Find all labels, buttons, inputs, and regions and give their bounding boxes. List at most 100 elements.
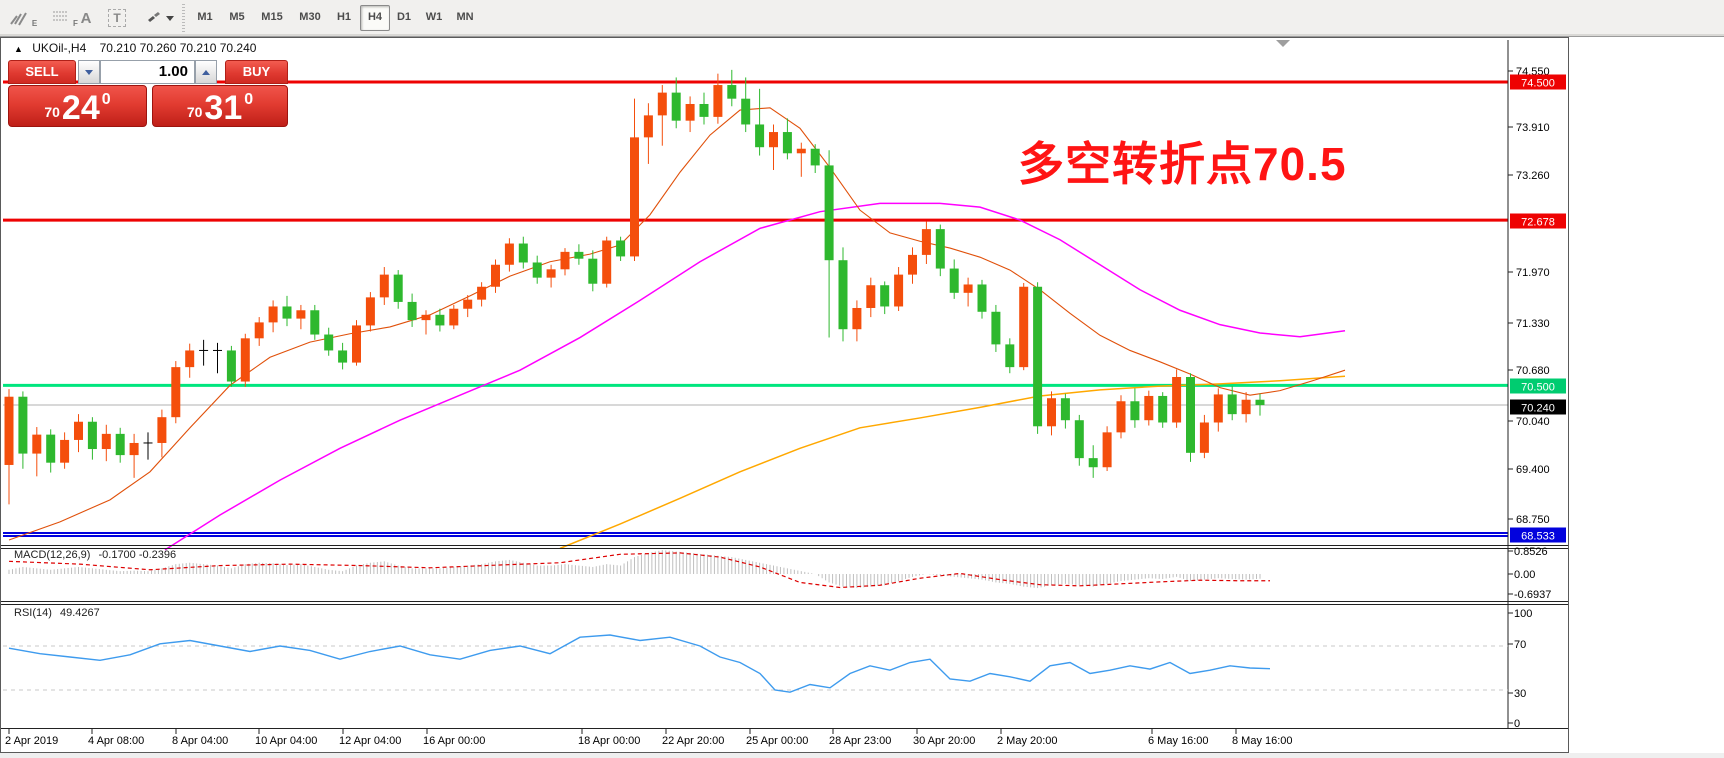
macd-axis-label: 0.8526 [1514, 546, 1548, 558]
candle-body [810, 148, 820, 166]
buy-price-pips: 31 [204, 89, 243, 127]
time-axis-label: 12 Apr 04:00 [339, 735, 401, 747]
candle-body [1033, 286, 1043, 427]
price-axis-label: 70.040 [1516, 416, 1550, 428]
price-axis-label: 69.400 [1516, 464, 1550, 476]
candle-body [532, 262, 542, 278]
candle-body [115, 433, 125, 456]
macd-values: -0.1700 -0.2396 [98, 549, 177, 561]
price-badge-label: 70.500 [1521, 382, 1555, 394]
expert-advisor-icon[interactable]: E [6, 6, 40, 30]
candle-body [713, 85, 723, 117]
candle-body [421, 314, 431, 321]
candle-body [324, 334, 334, 351]
volume-increase-button[interactable] [195, 60, 217, 84]
order-row: SELL 1.00 BUY [8, 60, 288, 84]
price-badge-label: 72.678 [1521, 217, 1555, 229]
time-axis-label: 18 Apr 00:00 [578, 735, 640, 747]
candle-body [282, 306, 292, 319]
indicator-list-icon[interactable]: F [48, 6, 82, 30]
timeframe-button-d1[interactable]: D1 [396, 11, 412, 23]
time-axis-label: 22 Apr 20:00 [662, 735, 724, 747]
candle-body [588, 258, 598, 284]
price-axis-label: 68.750 [1516, 514, 1550, 526]
timeframe-button-h4[interactable]: H4 [360, 5, 390, 31]
candle-body [796, 148, 806, 154]
candle-body [393, 274, 403, 302]
candle-body [921, 229, 931, 255]
sell-button[interactable]: SELL [8, 60, 76, 84]
candle-body [657, 92, 667, 116]
candle-body [1060, 398, 1070, 421]
time-axis-label: 2 Apr 2019 [5, 735, 58, 747]
candle-body [699, 103, 709, 117]
buy-price-handle: 70 [186, 104, 203, 120]
text-label-icon[interactable]: A [74, 6, 98, 30]
timeframe-button-w1[interactable]: W1 [425, 11, 443, 23]
macd-axis-label: 0.00 [1514, 569, 1535, 581]
rsi-axis-label: 0 [1514, 718, 1520, 730]
icon-sub-label: F [73, 18, 78, 28]
candle-body [574, 251, 584, 259]
candle-body [435, 314, 445, 326]
collapse-panel-icon[interactable]: ▲ [14, 44, 23, 54]
timeframe-button-m30[interactable]: M30 [299, 11, 321, 23]
candle-body [977, 284, 987, 312]
buy-button[interactable]: BUY [225, 60, 288, 84]
price-axis-label: 71.330 [1516, 318, 1550, 330]
macd-name: MACD(12,26,9) [14, 549, 91, 561]
candle-body [769, 132, 778, 148]
chart-lines-icon [10, 12, 27, 26]
chevron-down-icon [166, 15, 174, 21]
ma-slow-line [559, 375, 1346, 550]
sell-price-point: 0 [101, 91, 111, 108]
candle-body [157, 417, 167, 443]
candle-body [894, 274, 904, 307]
rsi-name: RSI(14) [14, 607, 52, 619]
candle-body [949, 268, 959, 293]
timeframe-button-m1[interactable]: M1 [197, 11, 213, 23]
buy-price-display[interactable]: 70 31 0 [152, 85, 288, 127]
candle-body [824, 165, 834, 261]
candle-body [838, 260, 848, 330]
candle-body [129, 442, 139, 456]
candle-body [616, 240, 626, 257]
sell-price-display[interactable]: 70 24 0 [8, 85, 147, 127]
timeframe-button-m5[interactable]: M5 [229, 11, 245, 23]
shapes-icon [148, 12, 160, 22]
candle-body [1241, 399, 1251, 415]
candle-body [463, 299, 473, 309]
rsi-axis-label: 30 [1514, 688, 1526, 700]
drawing-tools-icon[interactable] [142, 6, 178, 30]
price-badge-70240 [1510, 399, 1566, 415]
candle-body [1158, 395, 1168, 423]
text-box-icon[interactable]: T [103, 6, 131, 30]
timeframe-button-h1[interactable]: H1 [336, 11, 352, 23]
volume-decrease-button[interactable] [78, 60, 100, 84]
one-click-trading-panel: SELL 1.00 BUY 70 24 0 70 31 0 [8, 60, 288, 127]
volume-input[interactable]: 1.00 [100, 60, 195, 84]
timeframe-button-mn[interactable]: MN [456, 11, 474, 23]
candle-body [560, 251, 570, 270]
candle-body [1199, 422, 1209, 453]
candle-body [379, 274, 389, 298]
price-axis-label: 70.680 [1516, 365, 1550, 377]
candle-body [880, 285, 890, 307]
timeframe-button-m15[interactable]: M15 [261, 11, 283, 23]
chart-window [0, 37, 1569, 753]
candle-body [1019, 286, 1029, 368]
candle-body [240, 338, 250, 382]
price-badge-label: 70.240 [1521, 403, 1555, 415]
candle-body [518, 243, 528, 263]
letter-a-icon: A [80, 9, 92, 27]
candle-body [908, 254, 917, 275]
candle-body [310, 310, 320, 335]
candle-body [296, 310, 306, 319]
candle-body [46, 434, 56, 463]
candle-body [352, 325, 361, 363]
rsi-value: 49.4267 [59, 607, 100, 619]
time-axis-label: 8 Apr 04:00 [172, 735, 228, 747]
symbol-label: UKOil-,H4 [32, 41, 87, 55]
time-axis-label: 2 May 20:00 [997, 735, 1058, 747]
